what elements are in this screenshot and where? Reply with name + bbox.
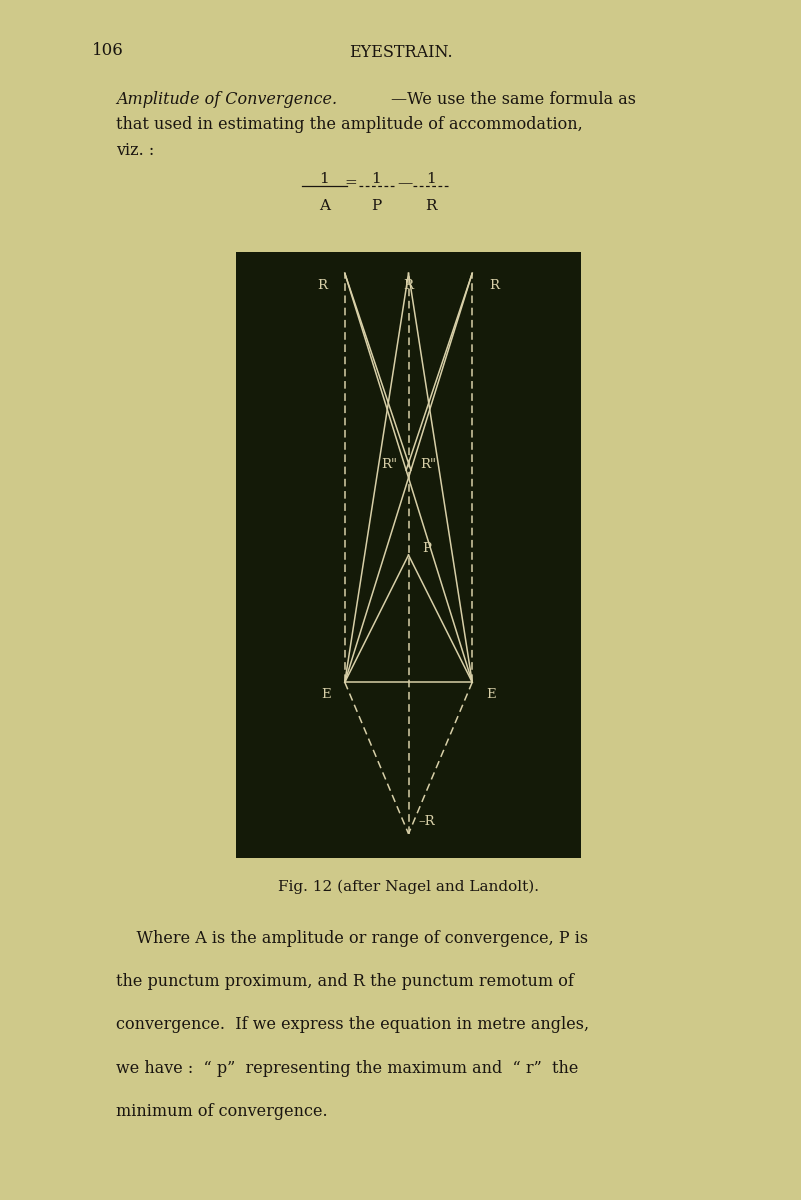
Text: Amplitude of Convergence.: Amplitude of Convergence. [116,91,337,108]
Text: R: R [425,199,437,214]
Text: R: R [404,280,413,293]
Text: convergence.  If we express the equation in metre angles,: convergence. If we express the equation … [116,1016,590,1033]
Text: —: — [396,176,413,191]
Text: –R: –R [419,815,436,828]
Text: the punctum proximum, and R the punctum remotum of: the punctum proximum, and R the punctum … [116,973,574,990]
Text: —We use the same formula as: —We use the same formula as [391,91,636,108]
Text: E: E [486,689,496,701]
Text: Where A is the amplitude or range of convergence, P is: Where A is the amplitude or range of con… [116,930,588,947]
Text: =: = [344,176,357,191]
Text: R: R [489,280,500,293]
Text: we have :  “ p”  representing the maximum and  “ r”  the: we have : “ p” representing the maximum … [116,1060,578,1076]
Text: 106: 106 [92,42,124,59]
Text: E: E [321,689,331,701]
Text: R": R" [381,457,397,470]
Text: A: A [319,199,330,214]
Text: 1: 1 [372,172,381,186]
Text: Fig. 12 (after Nagel and Landolt).: Fig. 12 (after Nagel and Landolt). [278,880,539,894]
Text: minimum of convergence.: minimum of convergence. [116,1103,328,1120]
Text: 1: 1 [426,172,436,186]
Text: 1: 1 [320,172,329,186]
Text: that used in estimating the amplitude of accommodation,: that used in estimating the amplitude of… [116,116,583,133]
Text: R": R" [420,457,436,470]
Bar [236,252,581,858]
Text: P: P [372,199,381,214]
Text: EYESTRAIN.: EYESTRAIN. [348,44,453,61]
Text: R: R [317,280,328,293]
Text: P: P [422,542,431,556]
Text: viz. :: viz. : [116,142,155,158]
